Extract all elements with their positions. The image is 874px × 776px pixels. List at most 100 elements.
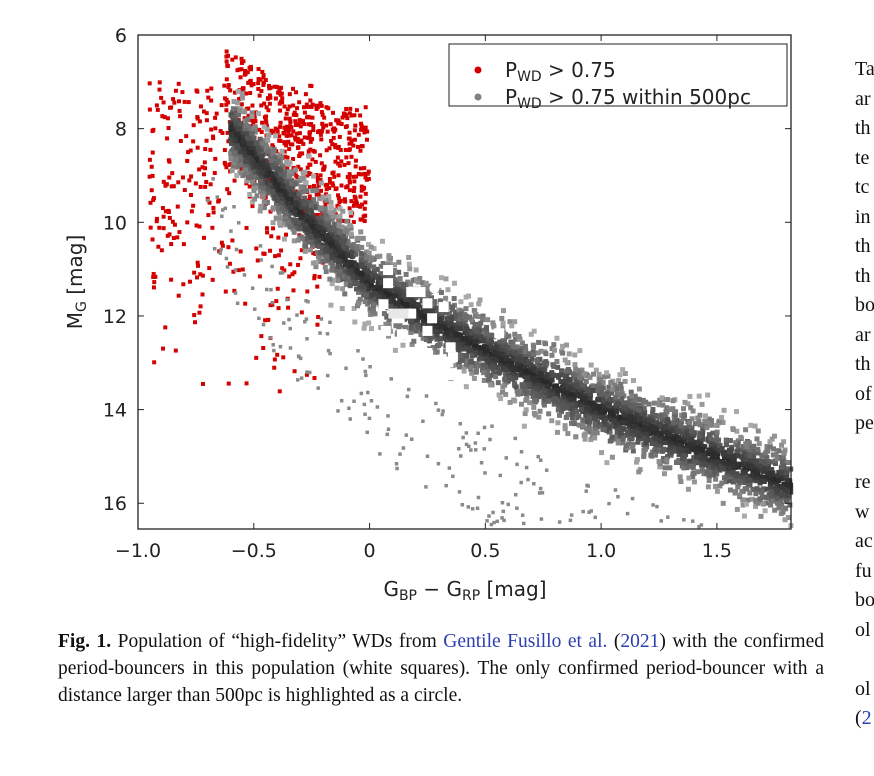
scatter-point	[721, 451, 727, 457]
scatter-point	[329, 205, 335, 211]
scatter-point	[766, 492, 772, 498]
scatter-point	[320, 112, 325, 117]
scatter-point	[619, 391, 625, 397]
scatter-point	[154, 216, 159, 221]
scatter-point	[406, 261, 412, 267]
scatter-point	[425, 288, 431, 294]
scatter-point	[725, 465, 731, 471]
scatter-point	[409, 317, 415, 323]
scatter-point	[386, 333, 392, 339]
scatter-point	[503, 359, 509, 365]
scatter-point	[505, 350, 511, 356]
scatter-point	[489, 359, 495, 365]
scatter-point	[240, 138, 246, 144]
scatter-point	[319, 110, 324, 115]
scatter-point	[465, 342, 471, 348]
scatter-point	[347, 130, 352, 135]
scatter-point	[202, 235, 207, 240]
scatter-point	[554, 390, 560, 396]
scatter-point	[291, 112, 296, 117]
scatter-point	[279, 172, 285, 178]
scatter-point	[295, 106, 300, 111]
scatter-point	[555, 420, 561, 426]
scatter-point	[499, 315, 505, 321]
scatter-point	[205, 88, 210, 93]
scatter-point	[264, 199, 270, 205]
scatter-point	[543, 374, 549, 380]
scatter-point	[515, 357, 521, 363]
scatter-point	[331, 249, 337, 255]
scatter-point	[293, 123, 298, 128]
scatter-point	[361, 266, 367, 272]
scatter-point	[315, 105, 320, 110]
scatter-point	[656, 402, 662, 408]
scatter-point	[175, 235, 180, 240]
scatter-point	[750, 486, 756, 492]
scatter-point	[312, 183, 317, 188]
scatter-point	[378, 290, 384, 296]
scatter-point	[575, 392, 581, 398]
scatter-point	[261, 205, 267, 211]
scatter-point	[336, 257, 342, 263]
scatter-point	[322, 264, 328, 270]
scatter-point	[254, 246, 259, 251]
scatter-point	[233, 55, 238, 60]
scatter-point	[320, 121, 325, 126]
scatter-point	[481, 377, 487, 383]
scatter-point	[784, 477, 790, 483]
scatter-point	[352, 137, 357, 142]
scatter-point	[307, 162, 312, 167]
scatter-point	[543, 351, 549, 357]
scatter-point	[331, 183, 336, 188]
scatter-point	[432, 328, 438, 334]
scatter-point	[449, 307, 455, 313]
scatter-point	[708, 451, 714, 457]
scatter-point	[472, 342, 478, 348]
scatter-point	[443, 310, 449, 316]
scatter-point	[236, 268, 241, 273]
scatter-point	[228, 137, 234, 143]
scatter-point	[599, 414, 605, 420]
scatter-point	[740, 497, 746, 503]
scatter-point	[176, 180, 181, 185]
scatter-point	[157, 80, 162, 85]
scatter-point	[635, 402, 641, 408]
scatter-point	[622, 400, 628, 406]
scatter-point	[674, 435, 680, 441]
scatter-point	[494, 365, 500, 371]
scatter-point	[564, 368, 570, 374]
scatter-point	[463, 323, 469, 329]
scatter-point	[784, 499, 790, 505]
scatter-point	[695, 469, 701, 475]
scatter-point	[327, 176, 332, 181]
scatter-point	[326, 193, 332, 199]
scatter-point	[308, 130, 313, 135]
scatter-point	[260, 160, 266, 166]
scatter-point	[515, 367, 521, 373]
scatter-point	[747, 473, 753, 479]
scatter-point	[339, 249, 345, 255]
scatter-point	[296, 262, 301, 267]
scatter-point	[368, 326, 374, 332]
scatter-point	[569, 392, 575, 398]
scatter-point	[574, 373, 580, 379]
scatter-point	[620, 433, 626, 439]
scatter-point	[628, 417, 634, 423]
scatter-point	[624, 430, 630, 436]
scatter-point	[299, 310, 304, 315]
scatter-point	[754, 436, 760, 442]
scatter-point	[755, 446, 761, 452]
scatter-point	[392, 347, 398, 353]
scatter-point	[314, 242, 320, 248]
scatter-point	[474, 331, 480, 337]
scatter-point	[374, 266, 380, 272]
scatter-point	[503, 355, 509, 361]
scatter-point	[223, 289, 228, 294]
scatter-point	[333, 145, 338, 150]
scatter-point	[293, 137, 298, 142]
scatter-point	[320, 229, 326, 235]
scatter-point	[331, 207, 337, 213]
scatter-point	[708, 436, 714, 442]
scatter-point	[302, 248, 308, 254]
scatter-point	[297, 118, 302, 123]
